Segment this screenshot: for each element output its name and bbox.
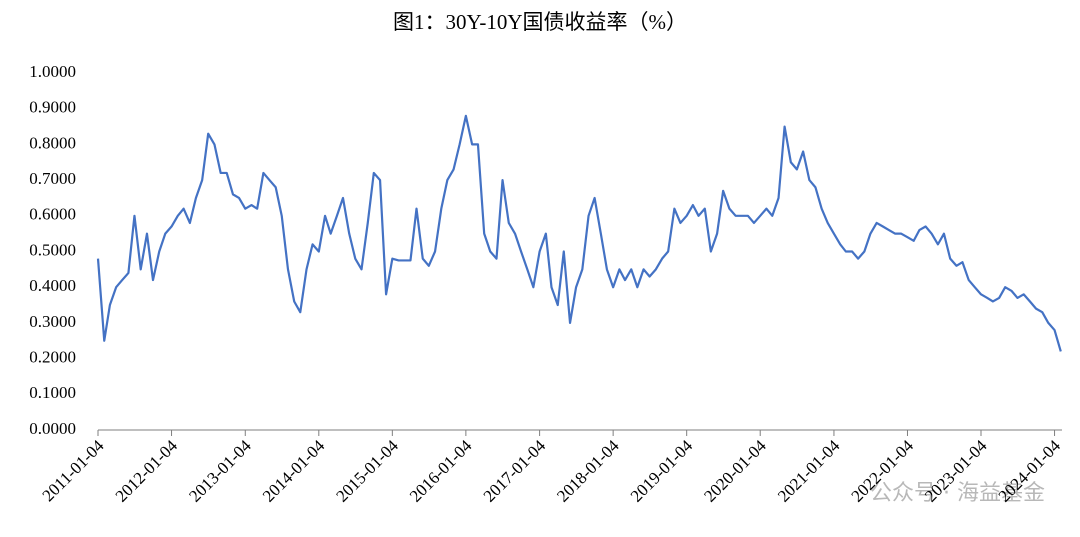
x-tick-label: 2013-01-04 bbox=[185, 436, 255, 506]
y-tick-label: 0.6000 bbox=[29, 205, 76, 224]
x-tick-label: 2015-01-04 bbox=[332, 436, 402, 506]
y-tick-label: 0.2000 bbox=[29, 348, 76, 367]
y-tick-label: 0.8000 bbox=[29, 133, 76, 152]
y-tick-label: 1.0000 bbox=[29, 62, 76, 81]
y-tick-label: 0.5000 bbox=[29, 240, 76, 259]
y-tick-label: 0.3000 bbox=[29, 312, 76, 331]
x-tick-label: 2011-01-04 bbox=[39, 436, 108, 505]
data-line bbox=[96, 114, 1062, 352]
x-tick-label: 2020-01-04 bbox=[700, 436, 770, 506]
x-tick-label: 2012-01-04 bbox=[112, 436, 182, 506]
y-tick-label: 0.0000 bbox=[29, 419, 76, 438]
x-tick-label: 2016-01-04 bbox=[406, 436, 476, 506]
chart-title: 图1：30Y-10Y国债收益率（%） bbox=[393, 10, 687, 34]
y-tick-label: 0.1000 bbox=[29, 383, 76, 402]
watermark: 公众号 · 海益基金 bbox=[870, 481, 1045, 506]
x-tick-label: 2019-01-04 bbox=[627, 436, 697, 506]
y-tick-label: 0.4000 bbox=[29, 276, 76, 295]
x-tick-label: 2014-01-04 bbox=[259, 436, 329, 506]
y-tick-label: 0.9000 bbox=[29, 98, 76, 117]
y-tick-label: 0.7000 bbox=[29, 169, 76, 188]
x-tick-label: 2018-01-04 bbox=[553, 436, 623, 506]
x-tick-label: 2021-01-04 bbox=[774, 436, 844, 506]
x-tick-label: 2017-01-04 bbox=[480, 436, 550, 506]
